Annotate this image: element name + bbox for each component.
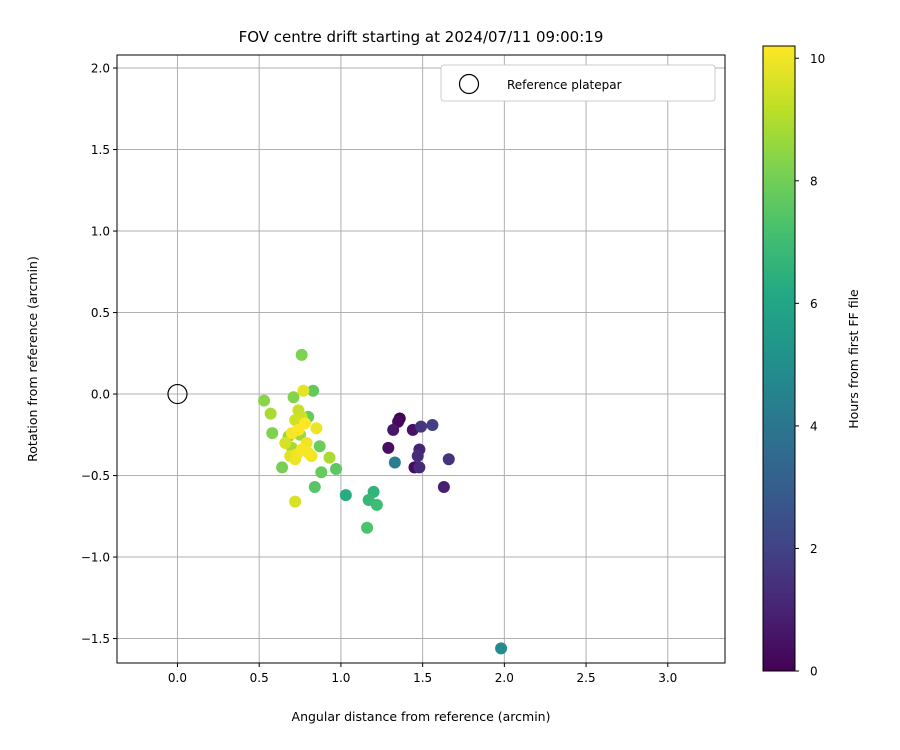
data-point — [370, 498, 383, 511]
data-point — [415, 420, 427, 433]
data-point — [411, 449, 424, 462]
colorbar-label: Hours from first FF file — [846, 289, 861, 429]
data-point — [495, 642, 508, 655]
colorbar-tick-label: 0 — [810, 665, 818, 679]
data-point — [298, 417, 311, 430]
chart-title: FOV centre drift starting at 2024/07/11 … — [239, 28, 604, 46]
y-tick-label: 1.0 — [91, 225, 110, 239]
y-axis-label: Rotation from reference (arcmin) — [25, 256, 40, 462]
legend-entry-label: Reference platepar — [507, 78, 622, 92]
y-tick-label: 1.5 — [91, 143, 110, 157]
x-tick-label: 2.5 — [577, 671, 596, 685]
data-point — [437, 480, 450, 493]
data-point — [297, 384, 310, 397]
colorbar-tick-label: 10 — [810, 52, 825, 66]
data-point — [276, 461, 289, 474]
colorbar-tick-label: 4 — [810, 419, 818, 433]
y-tick-label: 2.0 — [91, 62, 110, 76]
data-point — [308, 480, 321, 493]
x-tick-label: 1.0 — [331, 671, 350, 685]
data-point — [323, 451, 336, 464]
colorbar-ticks: 0 2 4 6 8 10 — [795, 52, 825, 679]
legend-box — [440, 64, 716, 102]
data-point — [310, 422, 323, 435]
grid-lines — [117, 55, 725, 663]
data-point — [313, 440, 326, 453]
x-tick-label: 3.0 — [658, 671, 677, 685]
data-points — [258, 348, 508, 655]
data-point — [426, 419, 439, 432]
y-axis-ticks: 2.0 1.5 1.0 0.5 0.0 −0.5 −1.0 −1.5 — [81, 62, 117, 646]
data-point — [279, 436, 292, 449]
x-tick-label: 2.0 — [495, 671, 514, 685]
data-point — [264, 407, 277, 420]
legend-reference-marker — [458, 73, 480, 95]
data-point — [388, 456, 401, 469]
y-tick-label: −1.5 — [81, 632, 110, 646]
legend: Reference platepar — [440, 64, 716, 102]
data-point — [361, 521, 374, 534]
y-tick-label: −1.0 — [81, 551, 110, 565]
colorbar-tick-label: 8 — [810, 174, 818, 188]
data-point — [295, 348, 308, 361]
x-tick-label: 0.0 — [168, 671, 187, 685]
data-point — [315, 466, 328, 479]
data-point — [339, 489, 352, 502]
data-point — [382, 441, 395, 454]
data-point — [442, 453, 455, 466]
x-axis-ticks: 0.0 0.5 1.0 1.5 2.0 2.5 3.0 — [168, 663, 677, 685]
y-tick-label: −0.5 — [81, 469, 110, 483]
data-point — [295, 443, 308, 456]
x-axis-label: Angular distance from reference (arcmin) — [292, 709, 551, 724]
plot-frame — [116, 54, 726, 664]
data-point — [413, 461, 426, 474]
data-point — [289, 495, 302, 508]
x-tick-label: 1.5 — [413, 671, 432, 685]
data-point — [289, 414, 302, 427]
data-point — [266, 427, 279, 440]
colorbar-tick-label: 2 — [810, 542, 818, 556]
y-tick-label: 0.0 — [91, 388, 110, 402]
reference-platepar-marker — [167, 383, 188, 405]
data-point — [307, 384, 320, 397]
colorbar-tick-label: 6 — [810, 297, 818, 311]
data-point — [258, 394, 271, 407]
colorbar — [762, 45, 796, 672]
reference-marker-group — [167, 383, 188, 405]
data-point — [287, 391, 300, 404]
x-tick-label: 0.5 — [250, 671, 269, 685]
y-tick-label: 0.5 — [91, 306, 110, 320]
data-point — [330, 463, 343, 476]
data-point — [387, 423, 400, 436]
